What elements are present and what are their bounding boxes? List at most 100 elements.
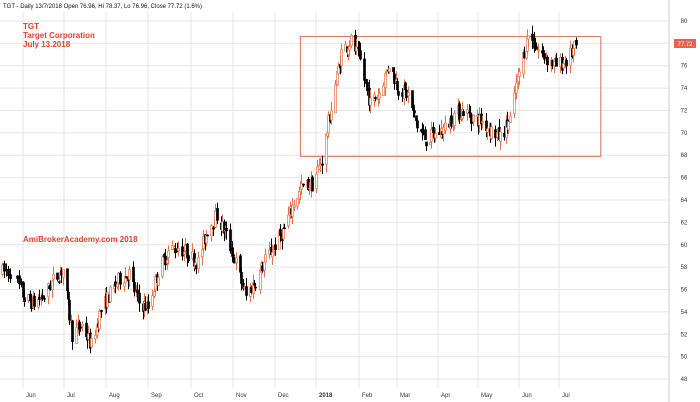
candle-layer bbox=[1, 25, 578, 354]
candle-body bbox=[210, 225, 213, 237]
candle bbox=[151, 289, 154, 311]
y-tick-label: 66 bbox=[681, 176, 688, 182]
candle-body bbox=[450, 115, 453, 127]
y-tick-label: 58 bbox=[681, 265, 688, 271]
candle bbox=[181, 238, 184, 261]
candle bbox=[94, 329, 97, 344]
candle bbox=[33, 292, 36, 311]
candle bbox=[109, 285, 112, 303]
candle-body bbox=[535, 46, 538, 50]
candle-body bbox=[531, 33, 534, 41]
candle bbox=[450, 107, 453, 129]
candle-body bbox=[216, 208, 219, 221]
candle-body bbox=[359, 50, 362, 60]
candle bbox=[90, 334, 93, 349]
candle-body bbox=[378, 93, 381, 99]
candle-body bbox=[311, 176, 314, 192]
candle bbox=[216, 202, 219, 225]
y-tick-label: 48 bbox=[681, 377, 688, 383]
candle-body bbox=[393, 73, 396, 85]
candle bbox=[416, 119, 419, 133]
candle bbox=[291, 198, 294, 225]
candle-body bbox=[235, 257, 238, 263]
candle bbox=[287, 206, 290, 229]
candle-body bbox=[71, 320, 74, 342]
candle bbox=[434, 127, 437, 143]
candle-body bbox=[369, 97, 372, 106]
candle-body bbox=[41, 295, 44, 300]
candle bbox=[518, 68, 521, 85]
candle-body bbox=[128, 269, 131, 280]
candle-body bbox=[518, 71, 521, 77]
y-tick-label: 56 bbox=[681, 288, 688, 294]
candle-body bbox=[453, 112, 456, 126]
candle bbox=[535, 42, 538, 50]
candle bbox=[407, 86, 410, 104]
candle-body bbox=[291, 204, 294, 217]
candle-body bbox=[167, 250, 170, 258]
candle-body bbox=[296, 198, 299, 207]
label-layer: TGT - Daily 13/7/2018 Open 76.96, Hi 78.… bbox=[3, 4, 696, 244]
candle-body bbox=[432, 126, 435, 134]
candle-body bbox=[507, 121, 510, 131]
y-tick-label: 64 bbox=[681, 198, 688, 204]
candle-body bbox=[33, 295, 36, 307]
candle-body bbox=[334, 84, 337, 114]
candle-body bbox=[136, 289, 139, 294]
candle-body bbox=[300, 183, 303, 190]
consolidation-box bbox=[299, 36, 602, 157]
candle-body bbox=[161, 256, 164, 277]
candle bbox=[311, 175, 314, 192]
candle bbox=[210, 223, 213, 242]
candle bbox=[525, 51, 528, 60]
candle-body bbox=[157, 277, 160, 286]
candle bbox=[147, 294, 150, 314]
candle-body bbox=[66, 268, 69, 291]
candle bbox=[71, 319, 74, 350]
candle-body bbox=[132, 266, 135, 282]
candle bbox=[316, 159, 319, 173]
candle bbox=[350, 33, 353, 49]
x-tick-label: Mar bbox=[400, 393, 410, 399]
candle bbox=[515, 74, 518, 100]
candle-body bbox=[424, 129, 427, 140]
candle-body bbox=[337, 65, 340, 75]
candle bbox=[442, 123, 445, 142]
candle-body bbox=[340, 49, 343, 66]
candle bbox=[128, 265, 131, 288]
candle bbox=[425, 141, 428, 152]
candle bbox=[382, 82, 385, 96]
candle-body bbox=[330, 110, 333, 121]
candle-body bbox=[67, 291, 70, 300]
candle bbox=[229, 223, 232, 254]
candle-body bbox=[94, 335, 97, 340]
candle-body bbox=[565, 59, 568, 67]
candle-body bbox=[537, 49, 540, 52]
candle bbox=[337, 62, 340, 75]
candle bbox=[52, 266, 55, 288]
candle bbox=[363, 52, 366, 88]
candle bbox=[462, 109, 465, 117]
candle-body bbox=[56, 272, 59, 280]
candle bbox=[330, 101, 333, 125]
candle-body bbox=[283, 227, 286, 230]
candle-body bbox=[52, 274, 55, 280]
candle bbox=[157, 273, 160, 286]
candle bbox=[315, 171, 318, 194]
candle-body bbox=[206, 234, 209, 237]
x-tick-label: Sep bbox=[151, 393, 162, 399]
candle bbox=[279, 224, 282, 242]
candle bbox=[81, 321, 84, 332]
candle-body bbox=[124, 275, 127, 284]
candle bbox=[7, 265, 10, 282]
candle-body bbox=[366, 81, 369, 92]
candle bbox=[79, 324, 82, 332]
candle-body bbox=[18, 275, 21, 285]
x-tick-label: Jul bbox=[562, 393, 570, 399]
candle-body bbox=[274, 244, 277, 251]
candle bbox=[393, 67, 396, 90]
candle bbox=[369, 89, 372, 114]
candle bbox=[293, 199, 296, 212]
consolidation-box-layer bbox=[299, 36, 602, 157]
